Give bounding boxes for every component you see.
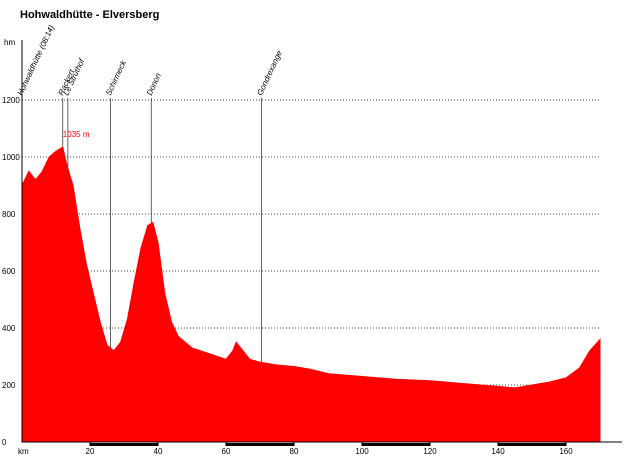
x-tick-label: 160 (559, 447, 573, 456)
y-tick-label: 1200 (2, 96, 20, 105)
x-tick-label: 140 (491, 447, 505, 456)
x-axis-label: km (18, 447, 29, 456)
y-tick-label: 1000 (2, 153, 20, 162)
annotation: 1035 m (63, 130, 90, 139)
y-axis-label: hm (4, 38, 15, 47)
marker-label: Donon (145, 71, 163, 97)
scale-band (90, 443, 158, 446)
y-tick-label: 400 (2, 324, 16, 333)
elevation-area (21, 146, 601, 443)
y-tick-label: 600 (2, 267, 16, 276)
chart-title: Hohwaldhütte - Elversberg (20, 9, 159, 21)
x-tick-label: 80 (290, 447, 299, 456)
y-tick-label: 0 (2, 438, 7, 447)
scale-band (362, 443, 430, 446)
x-tick-label: 40 (154, 447, 163, 456)
x-tick-label: 60 (222, 447, 231, 456)
marker-label: Gondrexange (255, 49, 284, 97)
x-tick-label: 120 (423, 447, 437, 456)
scale-band (498, 443, 566, 446)
marker-label: Schirmeck (104, 58, 128, 97)
y-tick-label: 800 (2, 210, 16, 219)
x-tick-label: 100 (355, 447, 369, 456)
y-tick-label: 200 (2, 381, 16, 390)
x-tick-label: 20 (86, 447, 95, 456)
scale-band (226, 443, 294, 446)
